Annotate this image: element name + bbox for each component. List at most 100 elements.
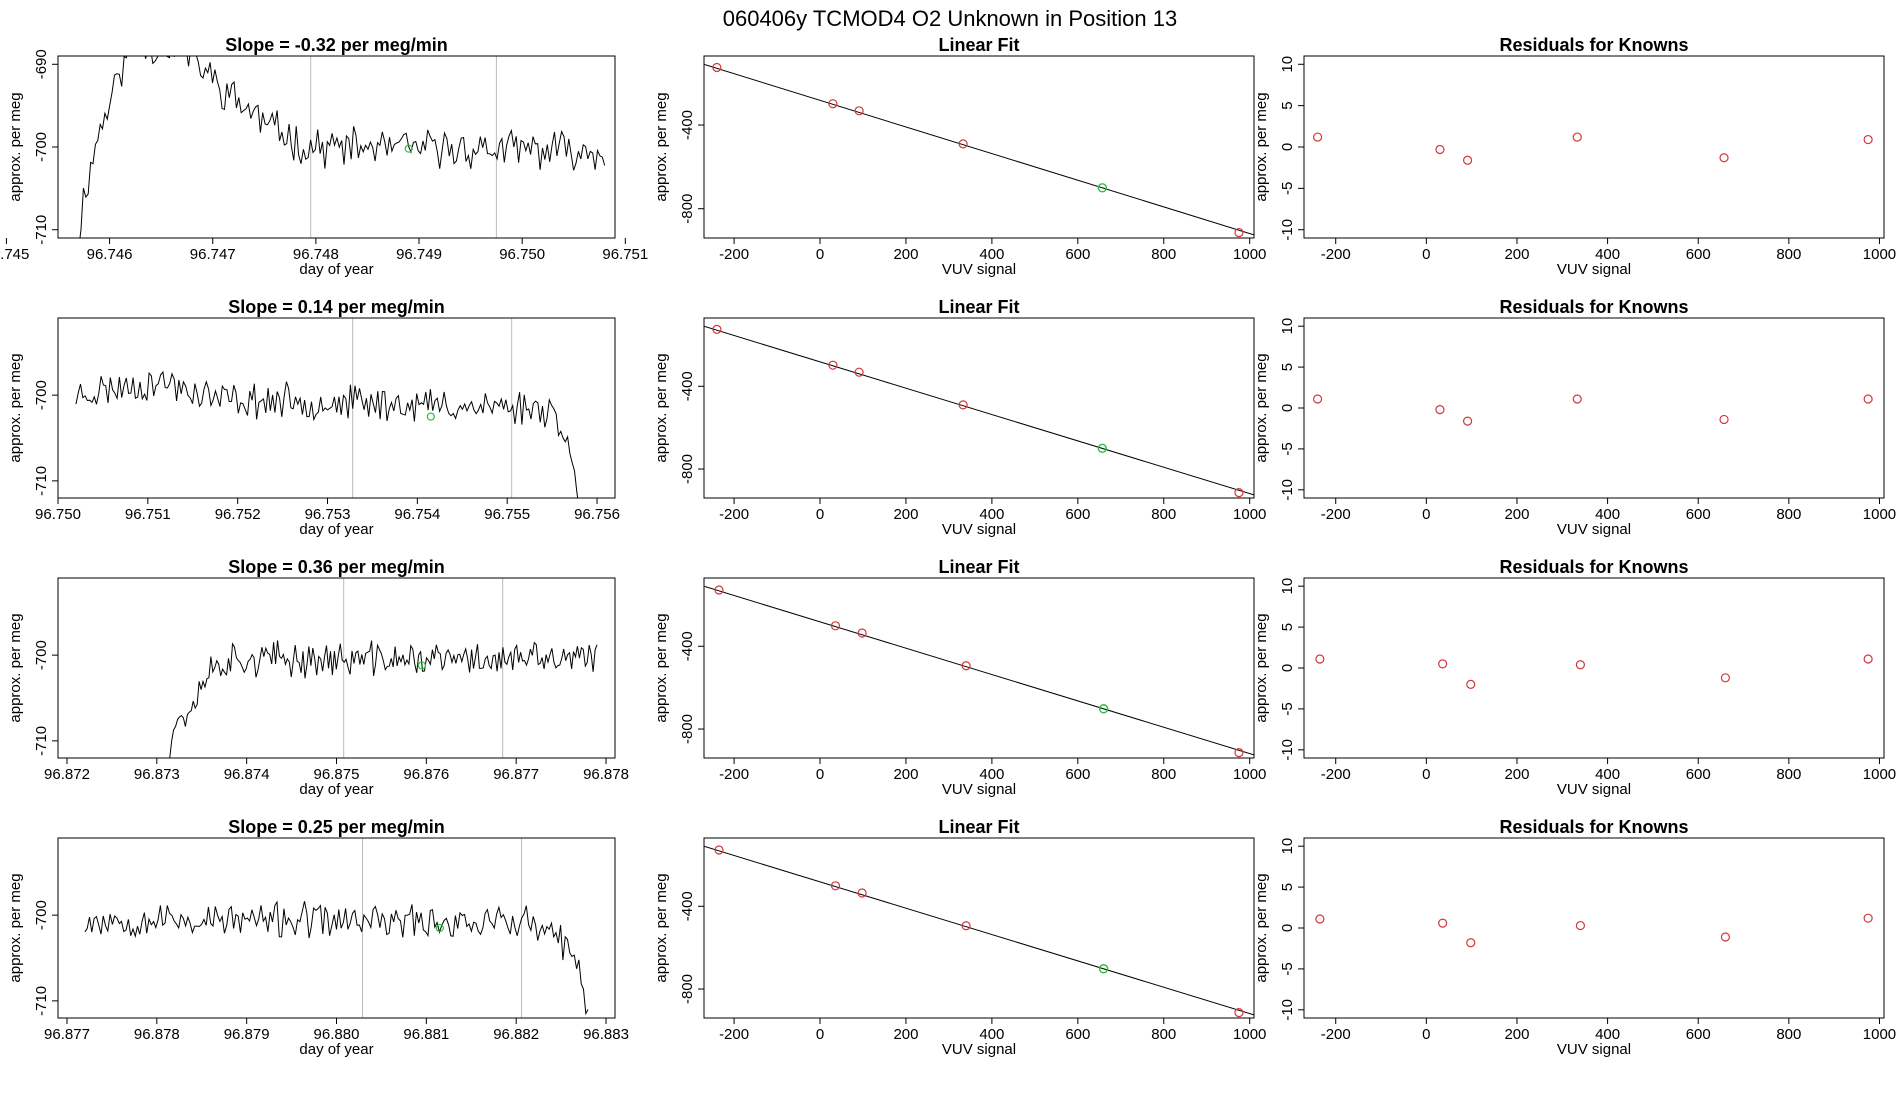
panel-title: Linear Fit: [938, 35, 1019, 55]
panel-title: Slope = 0.25 per meg/min: [228, 817, 445, 837]
x-tick-label: 800: [1776, 506, 1801, 523]
x-tick-label: 200: [1504, 506, 1529, 523]
known-point: [1312, 394, 1323, 404]
panel-r3-fit: Linear Fit -200 0 200 400 600 800 1000 -400 -800 V…: [653, 557, 1266, 798]
y-tick-label: -800: [679, 454, 696, 484]
y-tick-label: 10: [1279, 578, 1296, 595]
y-axis-label: approx. per meg: [653, 92, 670, 201]
known-point: [830, 621, 841, 631]
plot-frame: [703, 55, 1255, 239]
x-tick-label: 0: [1422, 1026, 1430, 1043]
x-tick-label: 800: [1776, 766, 1801, 783]
x-tick-label: -200: [1321, 506, 1351, 523]
x-tick-label: 400: [1595, 246, 1620, 263]
y-tick-label: -10: [1279, 219, 1296, 241]
y-axis-label: approx. per meg: [653, 353, 670, 462]
panel-r4-ts: Slope = 0.25 per meg/min 96.877 96.878 96.8…: [7, 817, 629, 1058]
panel-title: Slope = -0.32 per meg/min: [225, 35, 448, 55]
x-axis-label: VUV signal: [1557, 521, 1631, 538]
y-tick-label: 10: [1279, 56, 1296, 73]
x-tick-label: 0: [1422, 766, 1430, 783]
unknown-point: [1097, 183, 1108, 193]
x-tick-label: -200: [1321, 246, 1351, 263]
known-point: [1315, 914, 1325, 924]
x-tick-label: 96.750: [499, 246, 545, 263]
x-tick-label: 600: [1686, 506, 1711, 523]
x-tick-label: 0: [1422, 246, 1430, 263]
x-tick-label: 1000: [1863, 1026, 1896, 1043]
y-axis-label: approx. per meg: [7, 92, 24, 201]
x-tick-label: 96.877: [44, 1026, 90, 1043]
x-tick-label: 96.877: [493, 766, 539, 783]
panel-title: Linear Fit: [938, 557, 1019, 577]
x-tick-label: 96.751: [602, 246, 648, 263]
x-tick-label: 200: [1504, 246, 1529, 263]
x-tick-label: 0: [816, 766, 824, 783]
x-tick-label: 400: [1595, 1026, 1620, 1043]
x-tick-label: 96.873: [134, 766, 180, 783]
x-tick-label: 600: [1686, 246, 1711, 263]
known-point: [1863, 394, 1873, 404]
panel-r1-fit: Linear Fit -200 0 200 400 600 800 1000 -400 -800 V…: [653, 35, 1266, 278]
plot-frame: [703, 837, 1255, 1019]
x-tick-label: 96.755: [484, 506, 530, 523]
y-tick-label: -690: [33, 49, 50, 79]
plot-frame: [703, 317, 1255, 499]
plot-frame: [57, 317, 616, 499]
y-tick-label: 5: [1279, 623, 1296, 631]
known-point: [1575, 920, 1586, 931]
plot-frame: [1303, 317, 1885, 499]
y-tick-label: -5: [1279, 442, 1296, 455]
x-tick-label: 96.872: [44, 766, 90, 783]
x-tick-label: 96.754: [394, 506, 440, 523]
x-tick-label: 200: [893, 246, 918, 263]
main-title: 060406y TCMOD4 O2 Unknown in Position 13: [723, 6, 1178, 31]
known-point: [1315, 654, 1325, 664]
known-point: [1462, 155, 1473, 165]
x-tick-label: -200: [719, 1026, 749, 1043]
y-tick-label: -10: [1279, 999, 1296, 1021]
y-axis-label: approx. per meg: [1253, 353, 1270, 462]
y-tick-label: -400: [679, 891, 696, 921]
known-point: [961, 661, 971, 671]
y-tick-label: -710: [33, 215, 50, 245]
panel-title: Residuals for Knowns: [1499, 297, 1688, 317]
unknown-point: [1098, 964, 1109, 974]
known-point: [712, 324, 722, 334]
x-tick-label: 96.874: [224, 766, 270, 783]
known-point: [828, 360, 838, 370]
x-axis-label: VUV signal: [1557, 261, 1631, 278]
y-axis-label: approx. per meg: [1253, 613, 1270, 722]
known-point: [714, 585, 724, 595]
y-tick-label: -710: [33, 466, 50, 496]
panel-r3-res: Residuals for Knowns-200 0 200 400 600 800 100…: [1253, 557, 1896, 798]
known-point: [1719, 414, 1729, 425]
y-tick-label: 5: [1279, 883, 1296, 891]
x-tick-label: 1000: [1233, 766, 1266, 783]
known-point: [854, 106, 864, 116]
x-tick-label: 1000: [1863, 246, 1896, 263]
x-tick-label: 200: [1504, 766, 1529, 783]
data-trace: [79, 56, 606, 238]
unknown-marker: [426, 412, 435, 421]
y-tick-label: 0: [1279, 924, 1296, 932]
known-point: [961, 921, 971, 931]
x-tick-label: 0: [816, 1026, 824, 1043]
fit-line: [704, 325, 1254, 496]
known-point: [1466, 938, 1476, 948]
x-tick-label: 96.876: [403, 766, 449, 783]
x-axis-label: VUV signal: [942, 781, 1016, 798]
x-tick-label: 96.880: [314, 1026, 360, 1043]
x-tick-label: 800: [1151, 506, 1176, 523]
x-tick-label: 600: [1686, 1026, 1711, 1043]
known-point: [1234, 488, 1244, 498]
known-point: [1234, 748, 1244, 758]
panel-title: Linear Fit: [938, 297, 1019, 317]
y-tick-label: -700: [33, 640, 50, 670]
y-axis-label: approx. per meg: [1253, 873, 1270, 982]
y-tick-label: -5: [1279, 182, 1296, 195]
x-tick-label: 200: [893, 506, 918, 523]
known-point: [1719, 153, 1729, 163]
x-tick-label: 96.756: [574, 506, 620, 523]
y-tick-label: -700: [33, 380, 50, 410]
